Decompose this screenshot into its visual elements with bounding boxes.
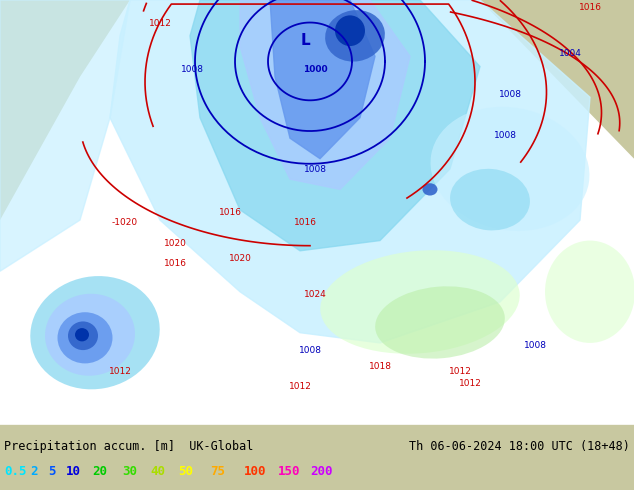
Text: -1020: -1020 bbox=[112, 218, 138, 227]
Polygon shape bbox=[270, 0, 375, 159]
Text: 1018: 1018 bbox=[368, 362, 392, 370]
Ellipse shape bbox=[422, 183, 437, 196]
Text: 1020: 1020 bbox=[164, 239, 186, 247]
Ellipse shape bbox=[75, 328, 89, 342]
Text: 1020: 1020 bbox=[229, 254, 252, 263]
Text: Precipitation accum. [m]  UK-Global: Precipitation accum. [m] UK-Global bbox=[4, 440, 254, 453]
Text: 1024: 1024 bbox=[304, 290, 327, 299]
Ellipse shape bbox=[320, 250, 520, 354]
Text: 20: 20 bbox=[92, 465, 107, 478]
Ellipse shape bbox=[545, 241, 634, 343]
Ellipse shape bbox=[450, 169, 530, 230]
Polygon shape bbox=[0, 0, 634, 425]
Ellipse shape bbox=[325, 10, 385, 62]
Text: Th 06-06-2024 18:00 UTC (18+48): Th 06-06-2024 18:00 UTC (18+48) bbox=[409, 440, 630, 453]
Polygon shape bbox=[110, 0, 590, 343]
Ellipse shape bbox=[430, 107, 590, 231]
Text: 1012: 1012 bbox=[108, 367, 131, 376]
Text: 1008: 1008 bbox=[524, 341, 547, 350]
Text: 1012: 1012 bbox=[288, 382, 311, 391]
Ellipse shape bbox=[375, 286, 505, 359]
Polygon shape bbox=[240, 0, 410, 189]
Text: 2: 2 bbox=[30, 465, 37, 478]
Ellipse shape bbox=[68, 321, 98, 350]
Text: 75: 75 bbox=[210, 465, 225, 478]
Polygon shape bbox=[0, 0, 130, 271]
Ellipse shape bbox=[30, 276, 160, 390]
Ellipse shape bbox=[58, 312, 112, 364]
Text: 5: 5 bbox=[48, 465, 56, 478]
Text: 1016: 1016 bbox=[578, 3, 602, 12]
Text: 1000: 1000 bbox=[302, 65, 327, 74]
Text: 30: 30 bbox=[122, 465, 137, 478]
Text: 10: 10 bbox=[66, 465, 81, 478]
Text: 150: 150 bbox=[278, 465, 301, 478]
Text: 1012: 1012 bbox=[148, 19, 171, 27]
Text: L: L bbox=[300, 33, 310, 49]
Text: 40: 40 bbox=[150, 465, 165, 478]
Text: 1008: 1008 bbox=[493, 131, 517, 140]
Text: 1008: 1008 bbox=[181, 65, 204, 74]
Text: 100: 100 bbox=[244, 465, 266, 478]
Text: 1012: 1012 bbox=[458, 379, 481, 388]
Text: 1004: 1004 bbox=[559, 49, 581, 58]
Text: 1016: 1016 bbox=[164, 259, 186, 268]
Polygon shape bbox=[190, 0, 480, 251]
Text: 0.5: 0.5 bbox=[4, 465, 27, 478]
Ellipse shape bbox=[335, 15, 365, 46]
Text: 1008: 1008 bbox=[299, 346, 321, 355]
Text: 1012: 1012 bbox=[449, 367, 472, 376]
Text: 1008: 1008 bbox=[304, 165, 327, 174]
Ellipse shape bbox=[45, 294, 135, 376]
Text: 50: 50 bbox=[178, 465, 193, 478]
Text: 1008: 1008 bbox=[498, 90, 522, 99]
Text: 1016: 1016 bbox=[219, 208, 242, 217]
Text: 1016: 1016 bbox=[294, 218, 316, 227]
Text: 200: 200 bbox=[310, 465, 332, 478]
